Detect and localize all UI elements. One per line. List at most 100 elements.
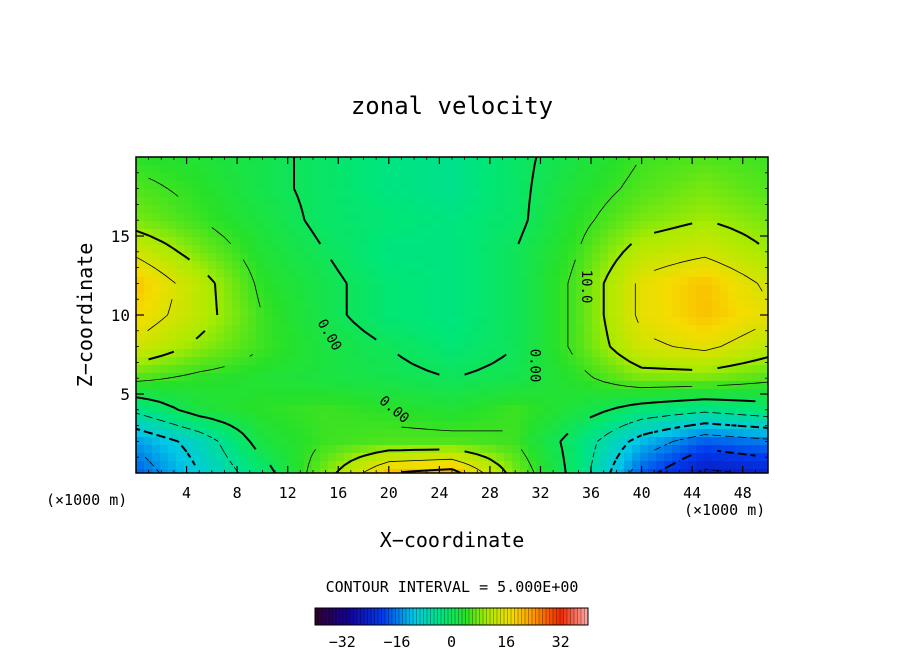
field-cell bbox=[584, 405, 593, 414]
field-cell bbox=[520, 325, 529, 334]
field-cell bbox=[632, 397, 641, 406]
field-cell bbox=[416, 189, 425, 198]
field-cell bbox=[560, 293, 569, 302]
field-cell bbox=[136, 245, 145, 254]
field-cell bbox=[200, 245, 209, 254]
field-cell bbox=[440, 445, 449, 454]
field-cell bbox=[496, 165, 505, 174]
field-cell bbox=[736, 373, 745, 382]
field-cell bbox=[312, 325, 321, 334]
field-cell bbox=[240, 349, 249, 358]
field-cell bbox=[464, 325, 473, 334]
field-cell bbox=[760, 197, 768, 206]
field-cell bbox=[312, 429, 321, 438]
field-cell bbox=[760, 461, 768, 470]
field-cell bbox=[208, 429, 217, 438]
field-cell bbox=[744, 157, 753, 166]
field-cell bbox=[304, 341, 313, 350]
colorbar-swatch bbox=[353, 608, 358, 625]
field-cell bbox=[400, 293, 409, 302]
field-cell bbox=[568, 437, 577, 446]
field-cell bbox=[416, 341, 425, 350]
field-cell bbox=[536, 309, 545, 318]
field-cell bbox=[200, 341, 209, 350]
field-cell bbox=[136, 365, 145, 374]
field-cell bbox=[520, 341, 529, 350]
field-cell bbox=[312, 157, 321, 166]
field-cell bbox=[632, 285, 641, 294]
field-cell bbox=[200, 269, 209, 278]
field-cell bbox=[296, 181, 305, 190]
field-cell bbox=[240, 205, 249, 214]
field-cell bbox=[688, 413, 697, 422]
field-cell bbox=[272, 453, 281, 462]
field-cell bbox=[352, 381, 361, 390]
field-cell bbox=[616, 157, 625, 166]
field-cell bbox=[680, 189, 689, 198]
field-cell bbox=[240, 277, 249, 286]
colorbar-swatch bbox=[364, 608, 368, 625]
field-cell bbox=[496, 285, 505, 294]
field-cell bbox=[392, 461, 401, 470]
field-cell bbox=[352, 213, 361, 222]
field-cell bbox=[432, 245, 441, 254]
field-cell bbox=[192, 293, 201, 302]
field-cell bbox=[336, 189, 345, 198]
field-cell bbox=[448, 461, 457, 470]
field-cell bbox=[568, 277, 577, 286]
field-cell bbox=[568, 365, 577, 374]
field-cell bbox=[240, 317, 249, 326]
field-cell bbox=[168, 309, 177, 318]
field-cell bbox=[256, 293, 265, 302]
field-cell bbox=[744, 189, 753, 198]
field-cell bbox=[384, 357, 393, 366]
field-cell bbox=[720, 245, 729, 254]
field-cell bbox=[528, 397, 537, 406]
field-cell bbox=[144, 453, 153, 462]
field-cell bbox=[616, 181, 625, 190]
field-cell bbox=[160, 293, 169, 302]
field-cell bbox=[432, 237, 441, 246]
field-cell bbox=[664, 269, 673, 278]
field-cell bbox=[640, 157, 649, 166]
field-cell bbox=[728, 397, 737, 406]
field-cell bbox=[464, 341, 473, 350]
field-cell bbox=[336, 285, 345, 294]
field-cell bbox=[440, 261, 449, 270]
field-cell bbox=[280, 285, 289, 294]
field-cell bbox=[576, 285, 585, 294]
field-cell bbox=[424, 189, 433, 198]
field-cell bbox=[544, 365, 553, 374]
field-cell bbox=[192, 277, 201, 286]
field-cell bbox=[760, 165, 768, 174]
field-cell bbox=[640, 405, 649, 414]
field-cell bbox=[320, 213, 329, 222]
field-cell bbox=[696, 269, 705, 278]
field-cell bbox=[576, 253, 585, 262]
field-cell bbox=[544, 165, 553, 174]
field-cell bbox=[424, 285, 433, 294]
field-cell bbox=[232, 349, 241, 358]
field-cell bbox=[176, 253, 185, 262]
field-cell bbox=[448, 253, 457, 262]
field-cell bbox=[600, 229, 609, 238]
field-cell bbox=[584, 213, 593, 222]
field-cell bbox=[296, 189, 305, 198]
field-cell bbox=[560, 261, 569, 270]
field-cell bbox=[440, 437, 449, 446]
field-cell bbox=[712, 157, 721, 166]
field-cell bbox=[496, 245, 505, 254]
field-cell bbox=[480, 317, 489, 326]
field-cell bbox=[392, 173, 401, 182]
field-cell bbox=[736, 445, 745, 454]
field-cell bbox=[280, 325, 289, 334]
field-cell bbox=[672, 293, 681, 302]
field-cell bbox=[560, 373, 569, 382]
field-cell bbox=[712, 229, 721, 238]
field-cell bbox=[200, 381, 209, 390]
field-cell bbox=[432, 389, 441, 398]
field-cell bbox=[520, 285, 529, 294]
field-cell bbox=[272, 325, 281, 334]
field-cell bbox=[752, 333, 761, 342]
field-cell bbox=[320, 445, 329, 454]
